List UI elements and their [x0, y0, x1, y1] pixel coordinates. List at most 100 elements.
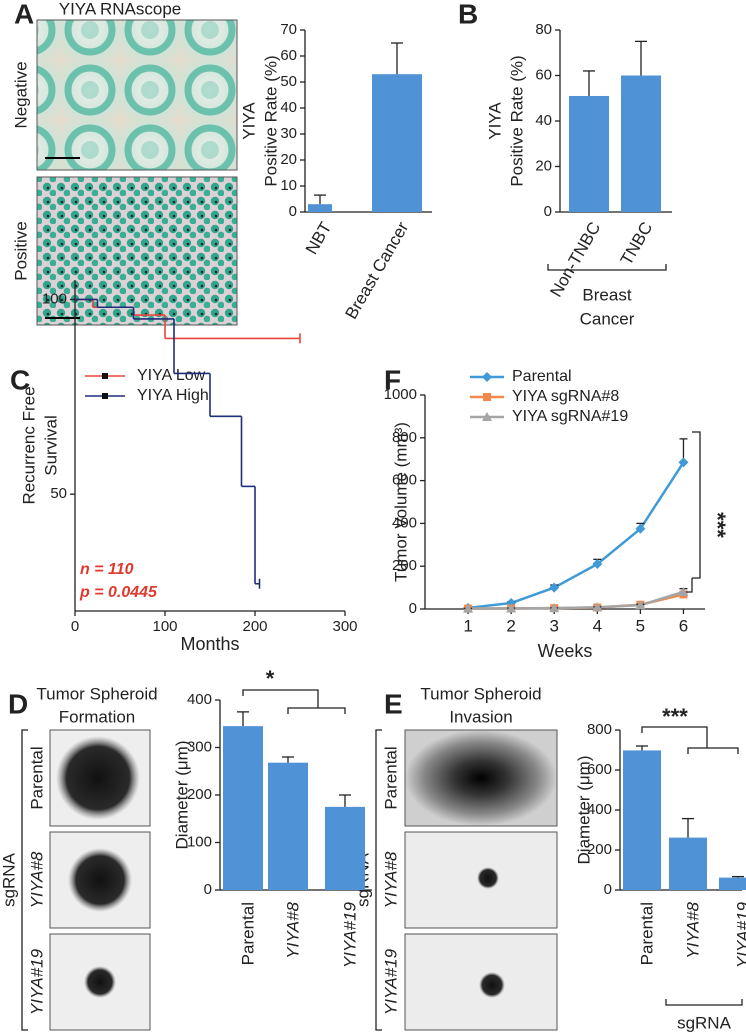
series-line [467, 461, 685, 610]
y-axis-title: Positive Rate (%) [507, 55, 526, 186]
panel-label: D [8, 688, 28, 719]
x-tick-label: Parental [238, 902, 257, 965]
y-tick-label: 200 [187, 786, 212, 803]
significance: *** [662, 704, 688, 729]
x-tick-label: 5 [636, 616, 645, 635]
x-tick-label: NBT [302, 219, 335, 258]
legend-marker [102, 393, 108, 399]
y-axis-title: Survival [41, 415, 60, 475]
x-tick-label: 2 [506, 616, 515, 635]
legend-label: YIYA sgRNA#19 [512, 408, 628, 425]
legend-label: YIYA sgRNA#8 [512, 388, 619, 405]
x-tick-label: YIYA#8 [283, 901, 302, 958]
y-tick-label: 400 [187, 691, 212, 708]
bar [325, 806, 365, 890]
spheroid-image [404, 729, 558, 827]
marker [592, 559, 603, 570]
legend-label: YIYA High [137, 387, 209, 404]
y-tick-label: 30 [280, 125, 297, 142]
significance-bracket [641, 726, 708, 748]
spheroid [56, 736, 140, 820]
y-tick-label: 20 [280, 151, 297, 168]
y-tick-label: 80 [535, 21, 552, 38]
x-tick-label: 200 [242, 618, 267, 635]
image-label: YIYA#19 [27, 948, 46, 1015]
y-tick-label: 10 [280, 177, 297, 194]
significance-bracket [686, 431, 701, 593]
annotation: p = 0.0445 [79, 584, 158, 601]
x-tick-label: Breast Cancer [342, 218, 413, 322]
spheroid [68, 848, 132, 912]
bar [719, 877, 746, 890]
image-label: Positive [11, 221, 30, 281]
image-label: Parental [381, 746, 400, 809]
bar [372, 74, 422, 212]
significance-bracket [287, 707, 346, 714]
marker [549, 582, 560, 593]
spheroid [477, 867, 499, 889]
marker [635, 600, 646, 610]
panel-label: E [384, 688, 403, 719]
image-title: Tumor Spheroid [36, 684, 157, 703]
image-label: YIYA#8 [27, 851, 46, 908]
bar [569, 95, 609, 212]
group-label: Breast [582, 285, 631, 304]
marker [678, 457, 689, 468]
bar [223, 726, 263, 890]
bar [308, 204, 332, 212]
legend-label: YIYA Low [137, 367, 206, 384]
y-tick-label: 300 [187, 738, 212, 755]
spheroid [479, 972, 505, 998]
x-tick-label: 100 [152, 618, 177, 635]
y-tick-label: 800 [392, 429, 417, 446]
y-axis-title: Recurrenc Free [19, 386, 38, 504]
marker [549, 603, 560, 613]
y-tick-label: 0 [604, 881, 612, 898]
y-axis-title: YIYA [239, 102, 258, 140]
y-axis-title: Tumor Volume (mm³) [391, 422, 410, 582]
y-axis-title: Positive Rate (%) [261, 55, 280, 186]
image-title: Tumor Spheroid [420, 684, 541, 703]
y-tick-label: 600 [392, 472, 417, 489]
panel-label: B [458, 0, 478, 29]
x-tick-label: Parental [637, 902, 656, 965]
y-tick-label: 600 [587, 761, 612, 778]
y-tick-label: 50 [280, 73, 297, 90]
y-tick-label: 20 [535, 157, 552, 174]
x-tick-label: 6 [679, 616, 688, 635]
series-line [468, 590, 684, 610]
x-tick-label: 3 [549, 616, 558, 635]
significance: *** [705, 512, 730, 538]
legend-label: Parental [512, 368, 572, 385]
group-label: Cancer [580, 309, 635, 328]
micrograph [36, 176, 238, 326]
bar [623, 750, 661, 890]
x-tick-label: 300 [332, 618, 357, 635]
y-tick-label: 40 [280, 99, 297, 116]
group-label: sgRNA [0, 852, 18, 907]
y-tick-label: 100 [187, 833, 212, 850]
spheroid [84, 966, 116, 998]
y-tick-label: 0 [204, 881, 212, 898]
image-title: Invasion [449, 707, 512, 726]
x-tick-label: 0 [71, 618, 79, 635]
bar [669, 837, 707, 890]
panel-label: C [10, 364, 30, 395]
panel-label: A [14, 0, 34, 29]
x-tick-label: YIYA#19 [340, 901, 359, 968]
y-tick-label: 400 [392, 514, 417, 531]
y-tick-label: 400 [587, 801, 612, 818]
marker [506, 603, 517, 613]
y-tick-label: 0 [544, 203, 552, 220]
y-tick-label: 0 [289, 203, 297, 220]
image-label: YIYA#8 [381, 851, 400, 908]
legend-marker [482, 372, 492, 382]
y-axis-title: YIYA [485, 102, 504, 140]
x-axis-title: Months [180, 634, 239, 654]
x-tick-label: YIYA#19 [733, 901, 746, 968]
image-label: Parental [27, 746, 46, 809]
bar [621, 75, 661, 212]
x-tick-label: YIYA#8 [683, 901, 702, 958]
panel-label: F [384, 364, 401, 395]
